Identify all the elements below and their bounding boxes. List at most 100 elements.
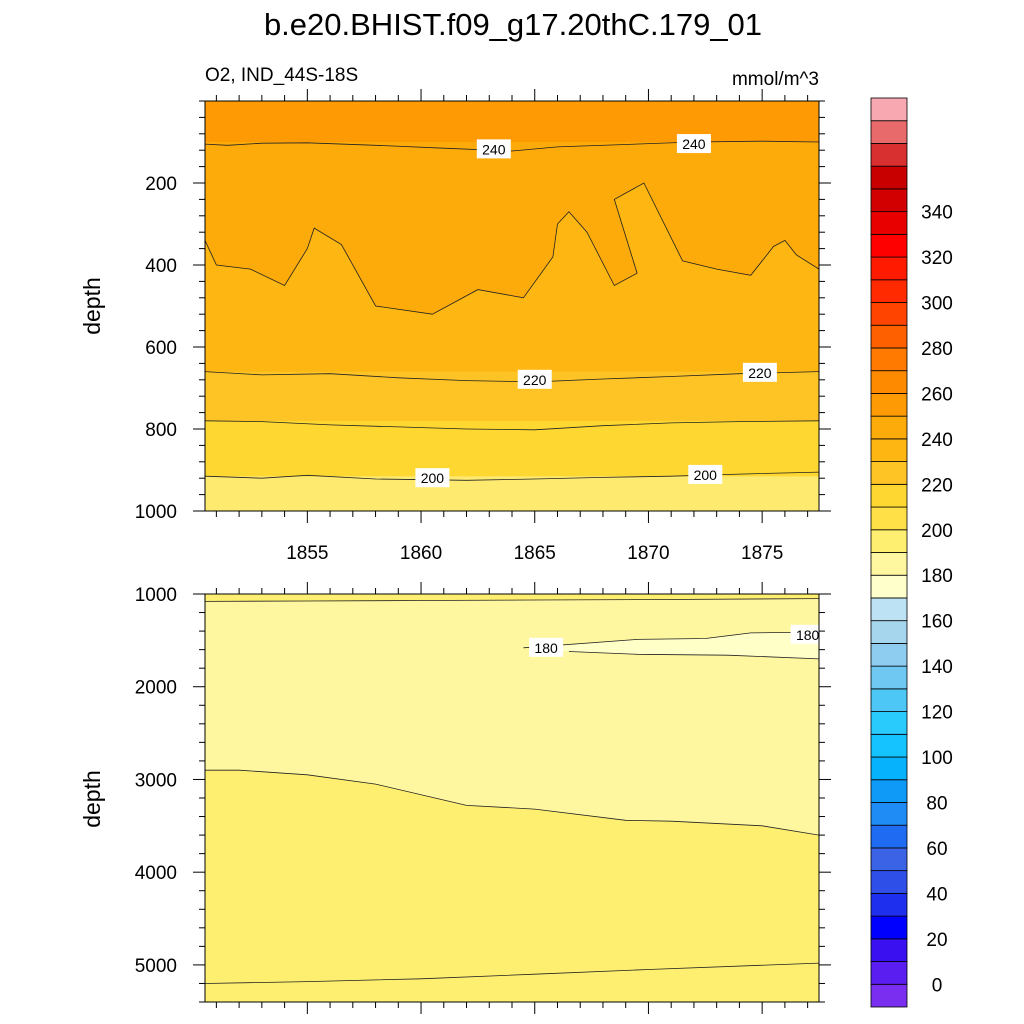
colorbar-swatch	[870, 188, 908, 213]
colorbar-swatch	[870, 643, 908, 667]
y-tick-label: 400	[145, 256, 177, 277]
colorbar-swatch	[870, 506, 908, 531]
colorbar-swatch	[870, 211, 908, 235]
colorbar-swatch	[870, 324, 908, 349]
contour-line-200	[205, 962, 819, 984]
contour-line-190	[205, 598, 819, 602]
colorbar-label: 40	[926, 884, 947, 905]
contour-label: 180	[796, 627, 820, 643]
colorbar-label: 260	[921, 384, 953, 405]
contour-label-background	[476, 139, 511, 159]
colorbar-label: 340	[921, 203, 953, 224]
contour-label: 200	[421, 470, 445, 486]
colorbar-swatch	[870, 779, 908, 803]
contour-fill-region	[205, 476, 819, 511]
contour-label: 220	[748, 365, 772, 381]
y-tick-label: 3000	[135, 770, 177, 791]
colorbar-swatch	[870, 961, 908, 985]
x-tick-label: 1875	[741, 543, 783, 564]
colorbar-label: 320	[921, 248, 953, 269]
colorbar-swatch	[870, 847, 908, 872]
colorbar-swatch	[870, 143, 908, 167]
contour-label: 240	[482, 141, 506, 157]
colorbar-swatch	[870, 756, 908, 781]
colorbar-label: 80	[926, 793, 947, 814]
colorbar-label: 160	[921, 612, 953, 633]
y-tick-label: 200	[145, 174, 177, 195]
y-tick-label: 1000	[135, 502, 177, 523]
contour-fill-region	[205, 598, 819, 836]
y-tick-label: 2000	[135, 678, 177, 699]
chart-title: b.e20.BHIST.f09_g17.20thC.179_01	[264, 7, 762, 42]
colorbar-swatch	[870, 302, 908, 326]
contour-line-180	[568, 651, 819, 660]
contour-fill-region	[523, 632, 819, 659]
colorbar-label: 240	[921, 430, 953, 451]
lower-y-axis-label: depth	[79, 770, 105, 828]
colorbar-swatch	[870, 552, 908, 576]
contour-label-background	[742, 362, 777, 382]
colorbar-swatch	[870, 802, 908, 826]
colorbar-swatch	[870, 824, 908, 849]
colorbar-swatch	[870, 461, 908, 485]
colorbar-swatch	[870, 733, 908, 758]
variable-region-label: O2, IND_44S-18S	[205, 65, 358, 86]
colorbar-swatch	[870, 393, 908, 417]
colorbar-swatch	[870, 870, 908, 894]
contour-fill-region	[205, 101, 819, 151]
y-tick-label: 600	[145, 338, 177, 359]
colorbar-swatch	[870, 438, 908, 463]
colorbar-swatch	[870, 370, 908, 394]
contour-line-210	[205, 420, 819, 431]
contour-label: 220	[523, 372, 547, 388]
colorbar-label: 120	[921, 703, 953, 724]
colorbar-swatch	[870, 347, 908, 372]
colorbar-label: 200	[921, 521, 953, 542]
y-tick-label: 800	[145, 420, 177, 441]
colorbar-swatch	[870, 915, 908, 940]
colorbar-label: 0	[932, 975, 943, 996]
contour-line-180	[523, 631, 819, 649]
upper-depth-panel: 240 240 220 220 200 200 1855 1860 1865 1870 1875 20…	[135, 89, 831, 564]
contour-label-background	[529, 637, 564, 657]
x-tick-label: 1855	[286, 543, 328, 564]
colorbar-swatch	[870, 97, 908, 122]
colorbar-swatch	[870, 983, 908, 1008]
colorbar-label: 180	[921, 566, 953, 587]
colorbar-label: 100	[921, 748, 953, 769]
colorbar-label: 220	[921, 475, 953, 496]
contour-label-background	[676, 134, 711, 154]
y-tick-label: 5000	[135, 956, 177, 977]
colorbar-swatch	[870, 711, 908, 735]
units-label: mmol/m^3	[732, 69, 819, 90]
colorbar-swatch	[870, 529, 908, 553]
colorbar-swatch	[870, 574, 908, 599]
colorbar-swatch	[870, 892, 908, 917]
colorbar-swatch	[870, 688, 908, 712]
colorbar-swatch	[870, 120, 908, 144]
colorbar-label: 280	[921, 339, 953, 360]
colorbar-swatch	[870, 415, 908, 440]
colorbar-label: 60	[926, 839, 947, 860]
colorbar-swatch	[870, 279, 908, 303]
y-tick-label: 1000	[135, 585, 177, 606]
contour-line-220	[205, 371, 819, 383]
upper-y-axis-label: depth	[79, 277, 105, 335]
y-tick-label: 4000	[135, 863, 177, 884]
contour-fill-region	[205, 142, 819, 315]
contour-label-background	[688, 464, 723, 484]
contour-label: 240	[682, 136, 706, 152]
x-tick-label: 1860	[400, 543, 442, 564]
contour-label: 200	[694, 467, 718, 483]
colorbar-swatch	[870, 597, 908, 622]
colorbar-swatch	[870, 165, 908, 190]
contour-line-190	[205, 769, 819, 836]
contour-fill-region	[205, 420, 819, 477]
colorbar-swatch	[870, 483, 908, 508]
colorbar-label: 300	[921, 294, 953, 315]
contour-label-background	[415, 468, 450, 488]
contour-fill-region	[205, 371, 819, 421]
colorbar-label: 140	[921, 657, 953, 678]
contour-label-background	[790, 624, 819, 644]
